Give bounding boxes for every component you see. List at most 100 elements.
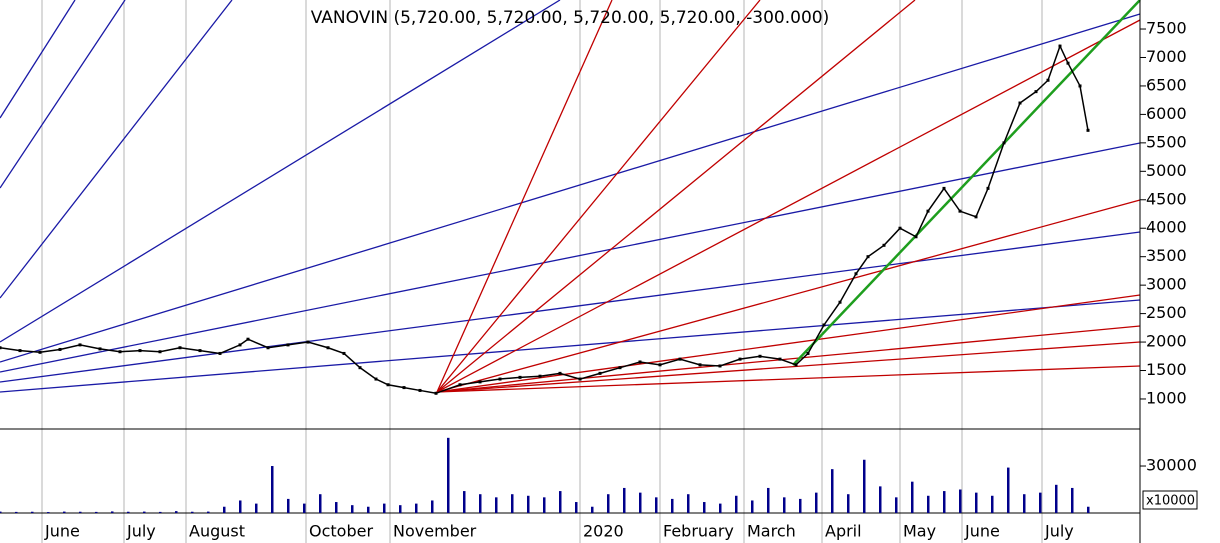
price-point bbox=[598, 371, 602, 375]
volume-bar bbox=[495, 497, 498, 513]
x-tick-label: April bbox=[825, 522, 862, 541]
price-point bbox=[758, 354, 762, 358]
volume-bar bbox=[335, 502, 338, 513]
price-point bbox=[914, 235, 918, 239]
price-point bbox=[822, 323, 826, 327]
price-point bbox=[434, 391, 438, 395]
volume-bar bbox=[911, 481, 914, 513]
price-point bbox=[386, 383, 390, 387]
price-point bbox=[374, 377, 378, 381]
volume-bar bbox=[959, 489, 962, 513]
x-tick-label: August bbox=[189, 522, 245, 541]
volume-bar bbox=[1087, 506, 1090, 513]
volume-bar bbox=[143, 511, 146, 513]
price-point bbox=[118, 350, 122, 354]
y-tick-label: 4000 bbox=[1146, 218, 1187, 237]
price-point bbox=[866, 255, 870, 259]
price-point bbox=[678, 357, 682, 361]
volume-bar bbox=[351, 505, 354, 513]
price-point bbox=[1078, 84, 1082, 88]
y-tick-label: 7000 bbox=[1146, 47, 1187, 66]
volume-bar bbox=[255, 503, 258, 513]
x-tick-label: February bbox=[663, 522, 734, 541]
price-point bbox=[158, 350, 162, 354]
price-line bbox=[0, 44, 1089, 395]
volume-bar bbox=[847, 494, 850, 513]
volume-bar bbox=[991, 495, 994, 513]
price-point bbox=[38, 350, 42, 354]
volume-bar bbox=[783, 497, 786, 513]
volume-bar bbox=[383, 503, 386, 513]
price-point bbox=[926, 209, 930, 213]
volume-bar bbox=[239, 500, 242, 513]
price-point bbox=[342, 351, 346, 355]
x-tick-label: July bbox=[126, 522, 156, 541]
price-point bbox=[558, 371, 562, 375]
price-point bbox=[806, 351, 810, 355]
price-point bbox=[1066, 61, 1070, 65]
volume-bar bbox=[207, 511, 210, 513]
volume-bar bbox=[863, 459, 866, 513]
y-tick-label: 4500 bbox=[1146, 189, 1187, 208]
volume-bar bbox=[223, 506, 226, 513]
price-point bbox=[0, 346, 2, 350]
y-tick-label: 2000 bbox=[1146, 332, 1187, 351]
marks: 1000 1500 2000 2500 3000 3500 4000 4500 5000 5500… bbox=[0, 19, 1198, 541]
volume-bar bbox=[815, 492, 818, 513]
volume-bar bbox=[719, 503, 722, 513]
volume-bar bbox=[1055, 484, 1058, 513]
price-point bbox=[882, 243, 886, 247]
volume-bar bbox=[463, 491, 466, 513]
volume-bar bbox=[927, 495, 930, 513]
price-point bbox=[738, 357, 742, 361]
price-point bbox=[898, 226, 902, 230]
price-point bbox=[402, 386, 406, 390]
price-point bbox=[854, 272, 858, 276]
y-tick-label: 3500 bbox=[1146, 246, 1187, 265]
price-point bbox=[1018, 101, 1022, 105]
volume-bar bbox=[175, 511, 178, 513]
volume-bar bbox=[303, 503, 306, 513]
y-tick-label: 1500 bbox=[1146, 360, 1187, 379]
x-tick-label: 2020 bbox=[583, 522, 624, 541]
price-point bbox=[538, 374, 542, 378]
price-point bbox=[78, 343, 82, 347]
volume-bar bbox=[31, 511, 34, 513]
x-tick-label: May bbox=[903, 522, 936, 541]
volume-bar bbox=[191, 511, 194, 513]
volume-bar bbox=[319, 494, 322, 513]
volume-bar bbox=[831, 469, 834, 513]
x-tick-label: July bbox=[1044, 522, 1074, 541]
volume-bar bbox=[447, 437, 450, 513]
price-point bbox=[218, 351, 222, 355]
volume-bar bbox=[95, 511, 98, 513]
x-tick-label: June bbox=[44, 522, 80, 541]
volume-bar bbox=[367, 506, 370, 513]
volume-bar bbox=[943, 491, 946, 513]
volume-bar bbox=[47, 512, 50, 513]
volume-bar bbox=[671, 498, 674, 513]
volume-bar bbox=[655, 497, 658, 513]
y-tick-label: 6000 bbox=[1146, 104, 1187, 123]
y-tick-label: 2500 bbox=[1146, 303, 1187, 322]
volume-bar bbox=[687, 494, 690, 513]
price-point bbox=[698, 363, 702, 367]
price-point bbox=[478, 380, 482, 384]
price-point bbox=[942, 186, 946, 190]
volume-bar bbox=[1071, 487, 1074, 513]
volume-bar bbox=[127, 511, 130, 513]
price-point bbox=[1086, 128, 1090, 132]
volume-bar bbox=[399, 505, 402, 513]
volume-bar bbox=[431, 500, 434, 513]
price-point bbox=[718, 364, 722, 368]
y-tick-label: 7500 bbox=[1146, 19, 1187, 38]
price-point bbox=[138, 349, 142, 353]
y-tick-label: 3000 bbox=[1146, 275, 1187, 294]
price-point bbox=[178, 346, 182, 350]
volume-bar bbox=[575, 502, 578, 513]
price-point bbox=[18, 349, 22, 353]
volume-bar bbox=[527, 495, 530, 513]
volume-bar bbox=[63, 511, 66, 513]
x-tick-label: March bbox=[747, 522, 796, 541]
